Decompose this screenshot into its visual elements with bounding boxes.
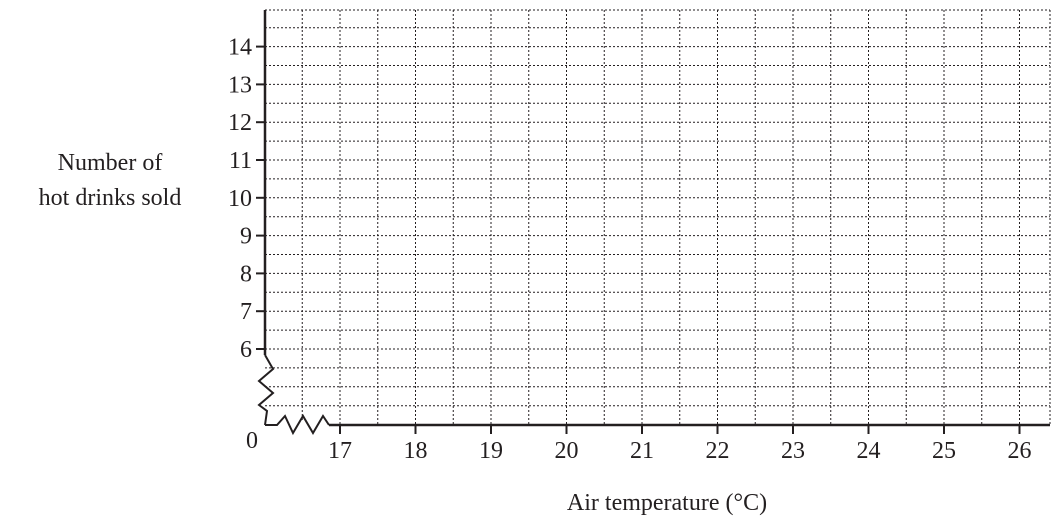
x-tick-label: 23 bbox=[781, 438, 805, 464]
x-tick-label: 22 bbox=[706, 438, 730, 464]
y-axis-break bbox=[257, 354, 275, 426]
x-axis-title: Air temperature (°C) bbox=[567, 490, 767, 516]
y-tick-label: 14 bbox=[228, 35, 252, 61]
ticks bbox=[256, 45, 1021, 434]
x-axis-break bbox=[265, 414, 330, 436]
grid bbox=[265, 9, 1051, 425]
origin-label: 0 bbox=[246, 428, 258, 454]
x-tick-label: 19 bbox=[479, 438, 503, 464]
x-tick-label: 17 bbox=[328, 438, 352, 464]
y-tick-label: 10 bbox=[228, 186, 252, 212]
y-axis-title-line: Number of bbox=[58, 150, 163, 176]
axis-titles: Air temperature (°C) Number of hot drinks … bbox=[39, 150, 767, 516]
axes bbox=[257, 10, 1050, 436]
y-axis-title-line: hot drinks sold bbox=[39, 185, 182, 211]
y-tick-label: 7 bbox=[240, 299, 252, 325]
x-tick-label: 25 bbox=[932, 438, 956, 464]
y-tick-label: 12 bbox=[228, 110, 252, 136]
y-tick-label: 11 bbox=[229, 148, 252, 174]
y-tick-label: 13 bbox=[228, 72, 252, 98]
y-tick-label: 9 bbox=[240, 224, 252, 250]
labels: 17 18 19 20 21 22 23 24 25 26 6 7 8 9 10 11 12 13 14 0 bbox=[228, 35, 1032, 464]
x-tick-label: 24 bbox=[857, 438, 881, 464]
x-tick-label: 26 bbox=[1008, 438, 1032, 464]
x-tick-label: 21 bbox=[630, 438, 654, 464]
y-tick-label: 8 bbox=[240, 261, 252, 287]
y-tick-label: 6 bbox=[240, 337, 252, 363]
x-tick-label: 20 bbox=[555, 438, 579, 464]
x-tick-label: 18 bbox=[404, 438, 428, 464]
